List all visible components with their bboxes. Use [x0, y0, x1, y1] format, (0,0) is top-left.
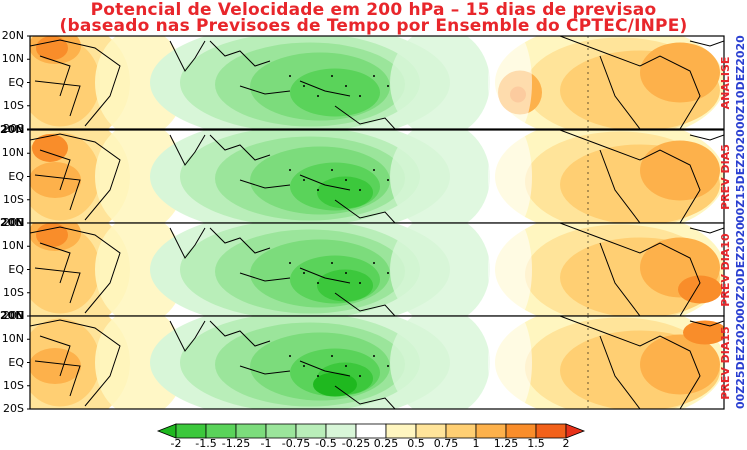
colorbar-swatch — [205, 423, 237, 439]
colorbar-label: 1 — [472, 437, 480, 450]
title-line-1: Potencial de Velocidade em 200 hPa – 15 … — [90, 0, 657, 20]
map-panel-4 — [30, 316, 724, 409]
colorbar-label: -0.25 — [341, 437, 371, 450]
colorbar-swatch — [295, 423, 327, 439]
lat-tick-label: EQ — [8, 75, 24, 89]
lat-tick-label: 10N — [1, 239, 24, 253]
colorbar-label: 0.5 — [407, 437, 425, 450]
colorbar-swatch — [175, 423, 207, 439]
map-panel-2 — [30, 130, 724, 223]
colorbar-label: -1 — [260, 437, 272, 450]
colorbar-swatch — [505, 423, 537, 439]
lat-tick-label: EQ — [8, 355, 24, 369]
colorbar-swatch — [325, 423, 357, 439]
lat-tick-label: 20N — [0, 309, 25, 322]
lat-tick-label: 10N — [1, 146, 24, 160]
colorbar-swatch — [445, 423, 477, 439]
panel-date-label: 00Z25DEZ2020 — [734, 314, 747, 409]
map-panel-3 — [30, 223, 724, 316]
map-panel-1 — [30, 36, 724, 129]
colorbar-swatch — [415, 423, 447, 439]
colorbar-label: -0.5 — [315, 437, 337, 450]
colorbar-swatch — [265, 423, 297, 439]
lat-tick-label: 10S — [3, 378, 24, 392]
lat-tick-label: 20S — [3, 216, 24, 229]
lat-tick-label: 10N — [1, 52, 24, 66]
colorbar-label: -1.5 — [195, 437, 217, 450]
lat-tick-label: 20S — [3, 309, 24, 322]
panel-date-label: 00Z20DEZ2020 — [734, 221, 747, 316]
panel-name-label: ANALISE — [719, 56, 732, 109]
colorbar-label: 1.25 — [493, 437, 519, 450]
colorbar-right-arrow — [565, 423, 586, 439]
colorbar-left-arrow — [156, 423, 177, 439]
lat-tick-label: EQ — [8, 169, 24, 183]
panel-name-label: PREV DIA10 — [719, 232, 732, 307]
colorbar-swatch — [475, 423, 507, 439]
colorbar-label: -2 — [170, 437, 182, 450]
colorbar-label: -1.25 — [221, 437, 251, 450]
panel-date-label: 00Z15DEZ2020 — [734, 128, 747, 223]
title-line-2: (baseado nas Previsoes de Tempo por Ense… — [59, 16, 688, 36]
lat-tick-label: 20N — [1, 29, 24, 42]
panel-name-label: PREV DIA15 — [719, 325, 732, 400]
colorbar-label: -0.75 — [281, 437, 311, 450]
lat-tick-label: 20N — [0, 123, 25, 136]
lat-tick-label: 20S — [3, 122, 24, 135]
lat-tick-label: 10S — [3, 285, 24, 299]
colorbar-label: 0.75 — [433, 437, 459, 450]
lat-tick-label: 10S — [3, 192, 24, 206]
panel-date-label: 00Z10DEZ2020 — [734, 34, 747, 129]
lat-tick-label: 10S — [3, 98, 24, 112]
panel-name-label: PREV DIA5 — [719, 143, 732, 210]
colorbar-label: 0.25 — [373, 437, 399, 450]
colorbar-swatch — [535, 423, 567, 439]
colorbar-swatch — [235, 423, 267, 439]
colorbar-swatch — [355, 423, 387, 439]
lat-tick-label: 20N — [0, 216, 25, 229]
lat-tick-label: 10N — [1, 332, 24, 346]
lat-tick-label: 20S — [3, 402, 24, 415]
colorbar-swatch — [385, 423, 417, 439]
colorbar — [156, 423, 586, 439]
colorbar-label: 2 — [562, 437, 570, 450]
lat-tick-label: EQ — [8, 262, 24, 276]
colorbar-label: 1.5 — [527, 437, 545, 450]
